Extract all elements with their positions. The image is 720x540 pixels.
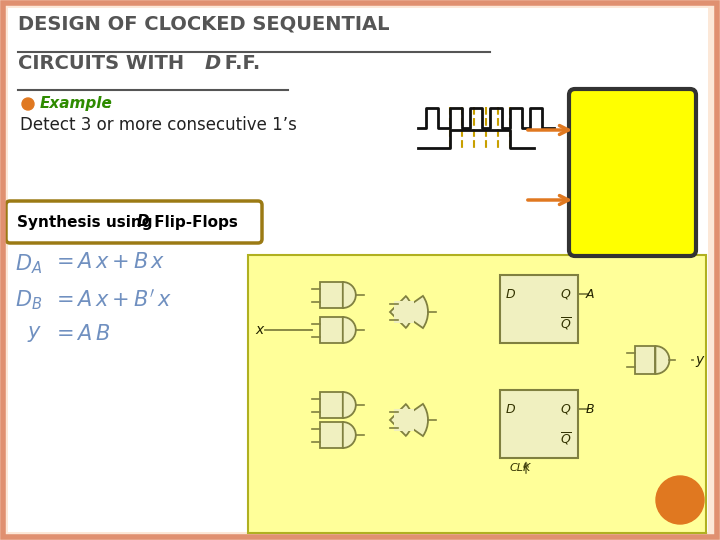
Text: $= A\,x + B'\,x$: $= A\,x + B'\,x$	[52, 288, 171, 310]
Text: D: D	[506, 287, 516, 301]
Bar	[320, 317, 343, 343]
Text: $D_A$: $D_A$	[15, 252, 42, 275]
Wedge shape	[343, 392, 356, 418]
Wedge shape	[655, 346, 670, 374]
Bar	[635, 346, 655, 374]
Circle shape	[22, 98, 34, 110]
Bar	[320, 392, 343, 418]
Wedge shape	[343, 282, 356, 308]
Text: B: B	[586, 402, 595, 416]
Text: $= A\,x + B\,x$: $= A\,x + B\,x$	[52, 252, 166, 272]
Text: x: x	[255, 323, 264, 337]
Text: $D_B$: $D_B$	[15, 288, 42, 312]
Text: y: y	[695, 353, 703, 367]
Bar	[394, 301, 414, 323]
Wedge shape	[400, 404, 428, 436]
Wedge shape	[390, 404, 413, 436]
Bar	[500, 275, 578, 343]
Text: D: D	[506, 402, 516, 416]
Wedge shape	[343, 317, 356, 343]
Wedge shape	[400, 296, 428, 328]
Bar	[320, 282, 343, 308]
Wedge shape	[390, 296, 413, 328]
Text: Detect 3 or more consecutive 1’s: Detect 3 or more consecutive 1’s	[20, 116, 297, 134]
Bar	[320, 422, 343, 448]
Text: CIRCUITS WITH: CIRCUITS WITH	[18, 54, 191, 73]
FancyBboxPatch shape	[6, 201, 262, 243]
Bar	[394, 409, 414, 431]
Circle shape	[656, 476, 704, 524]
Wedge shape	[343, 422, 356, 448]
Text: Example: Example	[40, 96, 113, 111]
Bar	[500, 390, 578, 458]
Text: Q: Q	[560, 287, 570, 301]
Text: A: A	[586, 287, 595, 301]
Text: D: D	[137, 214, 150, 230]
Text: CLK: CLK	[510, 463, 531, 473]
Text: $\overline{Q}$: $\overline{Q}$	[560, 316, 572, 332]
Text: F.F.: F.F.	[218, 54, 260, 73]
Text: :: :	[105, 96, 110, 111]
Text: Flip-Flops: Flip-Flops	[149, 214, 238, 230]
Text: Q: Q	[560, 402, 570, 416]
Text: $= A\,B$: $= A\,B$	[52, 324, 110, 344]
Text: $\overline{Q}$: $\overline{Q}$	[560, 431, 572, 447]
Bar	[248, 255, 706, 533]
Text: D: D	[205, 54, 221, 73]
Text: DESIGN OF CLOCKED SEQUENTIAL: DESIGN OF CLOCKED SEQUENTIAL	[18, 15, 390, 34]
Text: $y$: $y$	[27, 324, 42, 344]
Text: Synthesis using: Synthesis using	[17, 214, 158, 230]
FancyBboxPatch shape	[569, 89, 696, 256]
